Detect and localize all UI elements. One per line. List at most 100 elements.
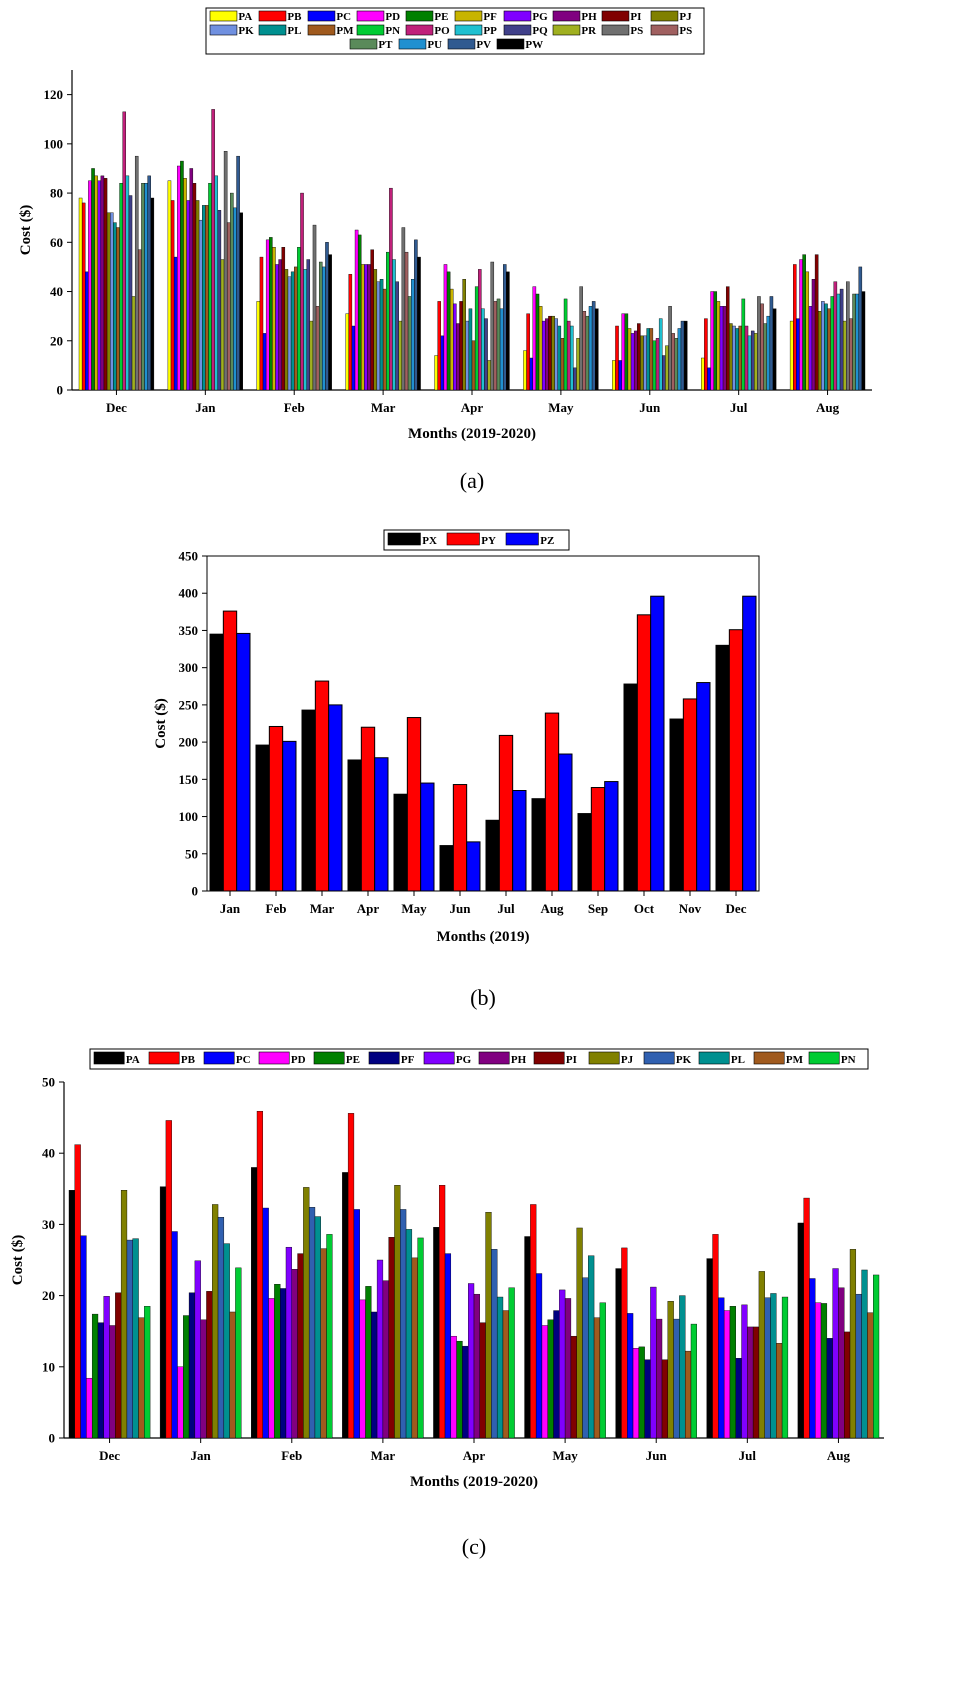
bar-ph-apr <box>456 323 460 391</box>
bar-ps-jun <box>668 306 672 391</box>
bar-pf-apr <box>449 288 454 391</box>
bar-pm-feb <box>320 1248 327 1439</box>
bar-pf-jan <box>188 1292 196 1439</box>
bar-pf-jul <box>735 1358 742 1439</box>
bar-py-jul <box>498 734 514 892</box>
bar-pb-dec <box>81 202 86 391</box>
y-tick-label: 0 <box>192 884 199 899</box>
bar-pi-jul <box>752 1326 760 1439</box>
bar-pn-feb <box>297 247 301 391</box>
legend-label: PM <box>336 25 354 37</box>
bar-pf-apr <box>462 1345 469 1439</box>
legend-label: PI <box>566 1054 577 1066</box>
x-tick-label: Jul <box>739 1448 757 1463</box>
bar-ps-feb <box>312 224 317 391</box>
bar-pa-dec <box>78 197 83 391</box>
legend-swatch <box>356 24 385 36</box>
legend: PX PY PZ <box>383 529 570 551</box>
bar-pt-jul <box>763 323 767 391</box>
x-tick-label: Mar <box>371 400 396 415</box>
bar-pa-may <box>523 350 527 391</box>
legend-label: PR <box>581 25 597 37</box>
bar-pa-may <box>524 1236 531 1439</box>
bar-pm-feb <box>294 266 298 391</box>
bar-pa-jan <box>167 180 172 391</box>
bar-ps-feb <box>315 306 320 391</box>
bar-pl-may <box>588 1255 595 1439</box>
legend-swatch <box>552 10 581 22</box>
bar-pf-may <box>538 306 543 391</box>
bar-pk-mar <box>376 281 381 391</box>
bar-pn-jan <box>235 1267 242 1439</box>
bar-pl-dec <box>113 222 117 391</box>
bar-pi-aug <box>814 254 819 391</box>
bar-pb-may <box>530 1204 537 1439</box>
bar-py-oct <box>636 614 652 892</box>
bar-pw-jul <box>772 308 777 391</box>
bar-pj-jun <box>640 335 644 391</box>
legend-swatch <box>446 532 480 546</box>
bar-pl-jan <box>223 1243 230 1439</box>
x-tick-label: Dec <box>99 1448 120 1463</box>
legend-swatch <box>258 10 287 22</box>
bar-pm-mar <box>411 1257 418 1439</box>
bar-pu-jan <box>233 207 237 391</box>
legend-label: PF <box>401 1054 415 1066</box>
bar-pf-may <box>553 1310 560 1439</box>
bar-pn-jan <box>208 183 212 391</box>
bar-pb-aug <box>803 1197 810 1439</box>
bar-pg-jan <box>194 1260 201 1439</box>
legend-swatch <box>496 38 525 50</box>
legend-swatch <box>258 1051 290 1065</box>
bar-pk-may <box>582 1277 589 1439</box>
bar-ps-mar <box>404 251 409 391</box>
bar-pq-jul <box>750 330 755 391</box>
bar-pf-dec <box>94 175 98 391</box>
x-tick-label: Apr <box>461 400 484 415</box>
y-tick-label: 60 <box>50 235 63 250</box>
bar-pf-jun <box>644 1359 651 1439</box>
bar-pb-mar <box>347 1113 355 1439</box>
bar-ph-feb <box>291 1269 298 1439</box>
y-tick-label: 120 <box>44 87 64 102</box>
y-tick-label: 30 <box>42 1217 55 1232</box>
legend-swatch <box>753 1051 785 1065</box>
legend-label: PS <box>630 25 643 37</box>
bar-pr-aug <box>842 320 847 391</box>
bar-ph-aug <box>838 1287 845 1439</box>
bar-pi-jun <box>661 1359 669 1439</box>
legend-label: PD <box>291 1054 306 1066</box>
bar-pn-jul <box>741 298 746 391</box>
bar-pu-feb <box>322 266 326 391</box>
bar-px-dec <box>715 644 730 892</box>
bar-ph-dec <box>100 175 105 391</box>
x-tick-label: May <box>548 400 574 415</box>
bar-ps-apr <box>493 301 498 391</box>
bar-pd-jun <box>632 1348 640 1439</box>
bar-pu-aug <box>855 293 859 391</box>
bar-pq-mar <box>395 281 399 391</box>
bar-pr-may <box>576 338 580 391</box>
bar-pn-aug <box>873 1274 880 1439</box>
legend: PA PB PC PD PE PF PG PH PI PJ PK PL PM PN PO PP PQ PR PS PS… <box>205 7 705 55</box>
bar-pq-jun <box>662 355 666 391</box>
bar-pi-mar <box>370 249 374 391</box>
y-tick-label: 0 <box>57 383 64 398</box>
bar-pd-apr <box>443 264 448 391</box>
bar-ps-jul <box>757 296 761 391</box>
legend-swatch <box>643 1051 675 1065</box>
bar-pc-dec <box>85 271 89 391</box>
x-tick-label: Apr <box>463 1448 486 1463</box>
legend-label: PD <box>385 11 400 23</box>
chart-c: 0 10 20 30 40 50 Dec Jan Feb Mar Apr May Jun Jul Aug Mo… <box>10 1048 884 1559</box>
chart-b: 0 50 100 150 200 250 300 350 400 450 Jan Feb Mar Apr M… <box>153 529 760 1010</box>
bar-pw-feb <box>328 254 332 391</box>
legend-label: PG <box>532 11 548 23</box>
bar-py-nov <box>682 698 698 892</box>
bar-ps-mar <box>401 227 406 391</box>
bar-pf-aug <box>805 271 810 391</box>
bar-pg-jul <box>719 306 724 391</box>
bar-pd-feb <box>265 239 270 391</box>
bar-pn-feb <box>326 1234 333 1439</box>
bar-pj-feb <box>284 269 289 391</box>
